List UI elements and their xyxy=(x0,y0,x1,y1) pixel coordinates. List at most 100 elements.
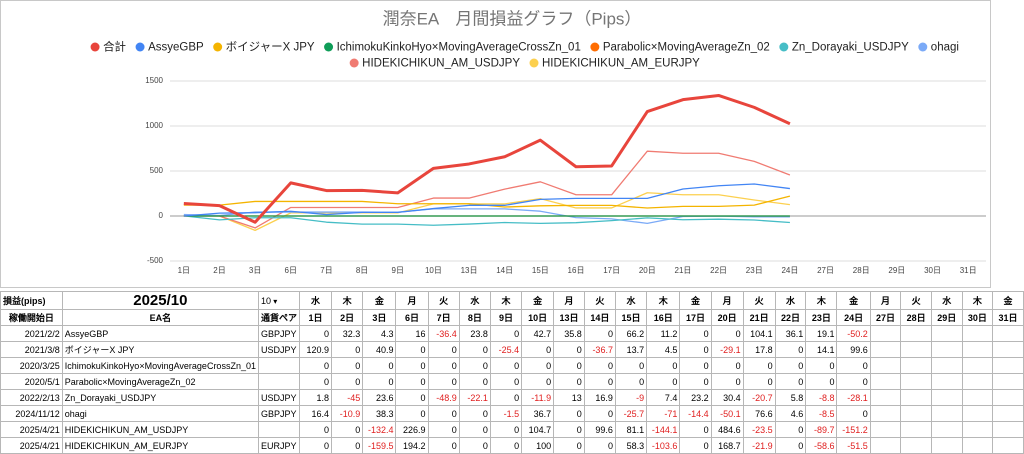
pips-cell: 32.3 xyxy=(331,325,364,342)
day-header: 1日 xyxy=(298,309,333,326)
day-header: 9日 xyxy=(489,309,523,326)
data-row: 2020/5/1 Parabolic×MovingAverageZn_02 0 0 0 0… xyxy=(0,373,1024,390)
day-header: 2日 xyxy=(331,309,364,326)
pips-cell: -20.7 xyxy=(742,389,776,406)
pips-cell: -71 xyxy=(646,405,681,422)
legend-label: Parabolic×MovingAverageZn_02 xyxy=(603,42,770,54)
x-tick-label: 22日 xyxy=(710,266,727,275)
weekday: 水 xyxy=(614,291,648,310)
weekday: 月 xyxy=(869,291,902,310)
empty-cell xyxy=(869,389,902,406)
pips-cell: 0 xyxy=(553,357,585,374)
x-tick-label: 20日 xyxy=(639,266,656,275)
pips-cell: 0 xyxy=(710,357,744,374)
pips-cell: 0 xyxy=(458,341,491,358)
legend-item: AssyeGBP xyxy=(135,42,204,54)
ea-name: IchimokuKinkoHyo×MovingAverageCrossZn_01 xyxy=(61,357,259,374)
pips-cell: 42.7 xyxy=(521,325,555,342)
pips-cell: 0 xyxy=(331,437,364,454)
empty-cell xyxy=(900,437,932,454)
day-header: 29日 xyxy=(930,309,963,326)
pips-cell: -48.9 xyxy=(427,389,460,406)
pips-cell: 0 xyxy=(298,437,333,454)
legend-label: AssyeGBP xyxy=(148,42,204,54)
pair xyxy=(257,373,300,390)
pips-cell: 0 xyxy=(395,341,429,358)
legend-label: HIDEKICHIKUN_AM_USDJPY xyxy=(362,58,520,70)
pips-cell: 0 xyxy=(362,357,397,374)
pair: USDJPY xyxy=(257,389,300,406)
weekday: 金 xyxy=(992,291,1024,310)
y-tick-label: 0 xyxy=(159,211,164,220)
weekday: 木 xyxy=(646,291,681,310)
x-tick-label: 15日 xyxy=(532,266,549,275)
pips-cell: 16.4 xyxy=(298,405,333,422)
chart: 潤奈EA 月間損益グラフ（Pips） -500 0 500 1000 1500 1日 2日 3… xyxy=(0,0,991,288)
weekday: 月 xyxy=(553,291,585,310)
x-tick-label: 28日 xyxy=(853,266,870,275)
weekday: 水 xyxy=(298,291,333,310)
weekday: 火 xyxy=(427,291,460,310)
x-tick-label: 2日 xyxy=(213,266,225,275)
weekday: 水 xyxy=(930,291,963,310)
pips-cell: 0 xyxy=(553,373,585,390)
ea-name: ohagi xyxy=(61,405,259,422)
pips-cell: 7.4 xyxy=(646,389,681,406)
pips-cell: 104.1 xyxy=(742,325,776,342)
empty-cell xyxy=(869,341,902,358)
pips-cell: 0 xyxy=(521,373,555,390)
sheet-table: 損益(pips)2025/1010水木金月火水木金月火水木金月火水木金月火水木金… xyxy=(0,291,1024,454)
pips-cell: -8.8 xyxy=(805,389,838,406)
pips-cell: 0 xyxy=(614,373,648,390)
weekday: 金 xyxy=(836,291,871,310)
weekday: 金 xyxy=(521,291,555,310)
weekday: 水 xyxy=(458,291,491,310)
pips-cell: 0 xyxy=(458,437,491,454)
pips-cell: 0 xyxy=(489,357,523,374)
pips-cell: 0 xyxy=(298,373,333,390)
empty-cell xyxy=(900,357,932,374)
pips-cell: 0 xyxy=(298,325,333,342)
pair: GBPJPY xyxy=(257,405,300,422)
pips-cell: 0 xyxy=(583,437,616,454)
pips-cell: -45 xyxy=(331,389,364,406)
data-row: 2021/3/8 ボイジャーX JPY USDJPY 120.9 0 40.9 0 0 0 -25… xyxy=(0,341,1024,358)
pips-cell: 0 xyxy=(521,341,555,358)
header-row: 損益(pips)2025/1010水木金月火水木金月火水木金月火水木金月火水木金 xyxy=(0,291,1024,310)
pips-cell: 0 xyxy=(395,373,429,390)
x-tick-label: 7日 xyxy=(320,266,332,275)
empty-cell xyxy=(961,341,994,358)
pips-cell: 0 xyxy=(458,373,491,390)
legend-label: ボイジャーX JPY xyxy=(226,41,315,54)
series-line xyxy=(183,215,790,226)
column-header: EA名 xyxy=(61,309,259,326)
pips-cell: 0 xyxy=(742,373,776,390)
pips-cell: 0 xyxy=(583,325,616,342)
x-tick-label: 23日 xyxy=(746,266,763,275)
month-select[interactable]: 10 xyxy=(257,291,300,310)
pips-cell: 23.8 xyxy=(458,325,491,342)
chart-frame xyxy=(0,0,991,288)
day-header: 16日 xyxy=(646,309,681,326)
pips-cell: 76.6 xyxy=(742,405,776,422)
pips-cell: 0 xyxy=(427,357,460,374)
pips-cell: 0 xyxy=(489,389,523,406)
pips-cell: 4.5 xyxy=(646,341,681,358)
pips-cell: 0 xyxy=(583,373,616,390)
legend-swatch xyxy=(779,42,789,52)
day-header: 28日 xyxy=(900,309,932,326)
legend-label: 合計 xyxy=(103,40,126,54)
day-header: 21日 xyxy=(742,309,776,326)
pips-cell: 0 xyxy=(331,373,364,390)
weekday: 水 xyxy=(774,291,807,310)
pips-cell: 0 xyxy=(836,373,871,390)
weekday: 木 xyxy=(489,291,523,310)
empty-cell xyxy=(869,373,902,390)
x-tick-label: 30日 xyxy=(924,266,941,275)
legend-item: HIDEKICHIKUN_AM_USDJPY xyxy=(349,58,520,70)
data-row: 2020/3/25 IchimokuKinkoHyo×MovingAverageC… xyxy=(0,357,1024,374)
pips-cell: 0 xyxy=(331,341,364,358)
x-tick-label: 27日 xyxy=(817,266,834,275)
start-date: 2022/2/13 xyxy=(0,389,63,406)
day-header: 17日 xyxy=(679,309,712,326)
